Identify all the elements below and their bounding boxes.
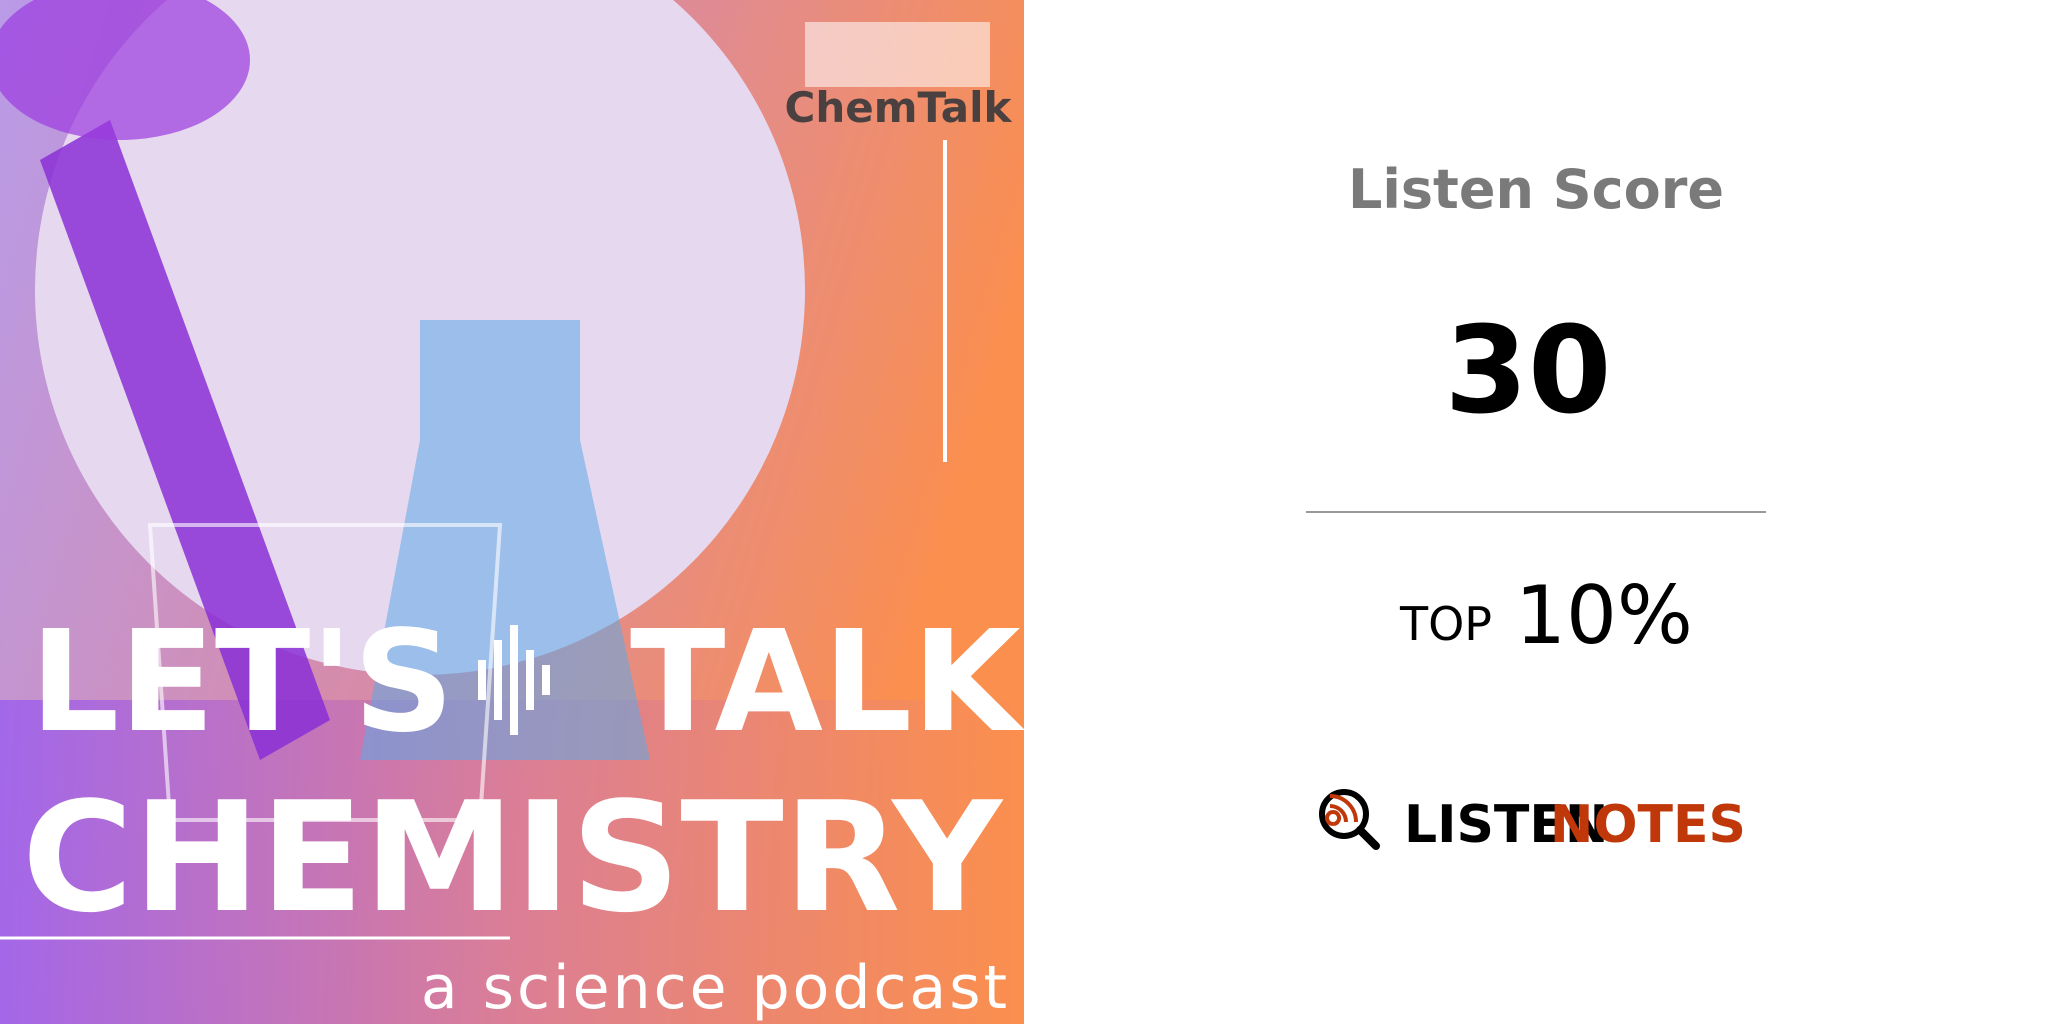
title-word: CHEMISTRY [22, 769, 1004, 946]
rank-prefix: TOP [1399, 597, 1492, 651]
rank-value: 10% [1515, 569, 1693, 662]
brand-name: ChemTalk [785, 83, 1013, 132]
logo-lens [1319, 789, 1369, 839]
artwork-subtitle: a science podcast [421, 953, 1010, 1023]
beaker [147, 523, 503, 822]
sound-wave [478, 625, 550, 735]
logo-signal [1325, 794, 1358, 826]
podcast-artwork: ChemTalk LET'S TALK CHEMISTRY a science … [0, 0, 1025, 1024]
score-label: Listen Score [1348, 158, 1724, 221]
score-value: 30 [1445, 302, 1612, 441]
brand-grid [805, 22, 990, 87]
listen-notes-logo: LISTEN NOTES [1319, 789, 1746, 855]
title-word: TALK [630, 601, 1025, 764]
logo-word: NOTES [1550, 795, 1746, 855]
flask [360, 320, 650, 760]
logo-word: LISTEN [1404, 795, 1608, 855]
test-tube [40, 120, 330, 760]
title-word: LET'S [30, 601, 454, 764]
logo-handle [1356, 826, 1380, 850]
purple-smoke [0, 0, 250, 140]
